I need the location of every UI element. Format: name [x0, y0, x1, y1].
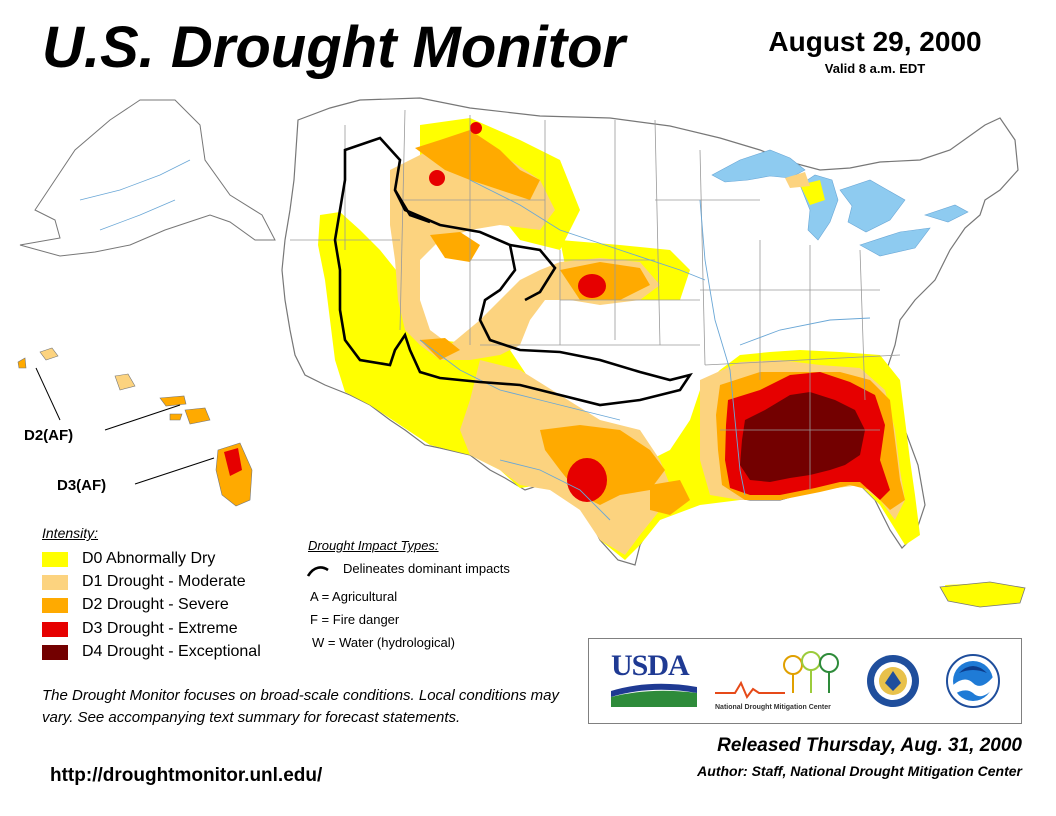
impact-delineates-label: Delineates dominant impacts [343, 561, 510, 576]
impact-type-a: A = Agricultural [310, 589, 398, 604]
valid-time: Valid 8 a.m. EDT [824, 61, 926, 76]
legend-label: D1 Drought - Moderate [82, 573, 246, 590]
impact-type-w: W = Water (hydrological) [312, 635, 455, 650]
legend-heading: Intensity: [42, 525, 99, 541]
ndmc-logo-text: National Drought Mitigation Center [715, 704, 831, 711]
impact-delineation-lines [333, 136, 693, 407]
legend-swatch [42, 644, 68, 660]
usda-logo-text: USDA [611, 649, 690, 682]
page-title: U.S. Drought Monitor [42, 15, 626, 80]
callout-line-d2 [104, 404, 181, 431]
impact-type-f: F = Fire danger [310, 612, 400, 627]
usda-swoosh-icon [611, 683, 697, 707]
callout-d2: D2(AF) [24, 427, 74, 444]
released-date: Released Thursday, Aug. 31, 2000 [717, 735, 1022, 756]
legend-label: D4 Drought - Exceptional [82, 643, 261, 660]
callout-d3: D3(AF) [57, 477, 107, 494]
ndmc-logo: National Drought Mitigation Center [715, 649, 851, 715]
commerce-seal-icon [867, 655, 919, 707]
hawaii [17, 347, 253, 507]
legend-item-d4: D4 Drought - Exceptional [42, 641, 261, 663]
legend-item-d3: D3 Drought - Extreme [42, 618, 238, 640]
ndmc-trees-icon [715, 651, 839, 699]
legend-swatch [42, 574, 68, 590]
author-credit: Author: Staff, National Drought Mitigati… [697, 763, 1022, 779]
legend-swatch [42, 621, 68, 637]
disclaimer-note: The Drought Monitor focuses on broad-sca… [42, 687, 559, 726]
legend-label: D3 Drought - Extreme [82, 620, 238, 637]
alaska-rivers [79, 159, 191, 231]
callout-line-d2-top [35, 367, 61, 421]
noaa-logo-icon [946, 654, 1000, 708]
legend-swatch [42, 597, 68, 613]
d4-areas [740, 392, 865, 482]
legend-item-d0: D0 Abnormally Dry [42, 548, 215, 570]
alaska-land [19, 99, 276, 257]
impact-line-sample [306, 566, 329, 577]
legend-label: D0 Abnormally Dry [82, 550, 216, 567]
legend-item-d1: D1 Drought - Moderate [42, 571, 246, 593]
legend-label: D2 Drought - Severe [82, 596, 229, 613]
puerto-rico [939, 581, 1026, 608]
legend-swatch [42, 551, 68, 567]
website-url[interactable]: http://droughtmonitor.unl.edu/ [50, 765, 323, 786]
legend-item-d2: D2 Drought - Severe [42, 594, 229, 616]
callout-line-d3 [134, 457, 215, 485]
partner-logos-box: USDA National Drought Mitigation Center [588, 638, 1022, 724]
usda-logo: USDA [611, 651, 697, 709]
impact-types-heading: Drought Impact Types: [308, 538, 439, 553]
rivers [419, 179, 871, 521]
map-date: August 29, 2000 [768, 26, 982, 57]
